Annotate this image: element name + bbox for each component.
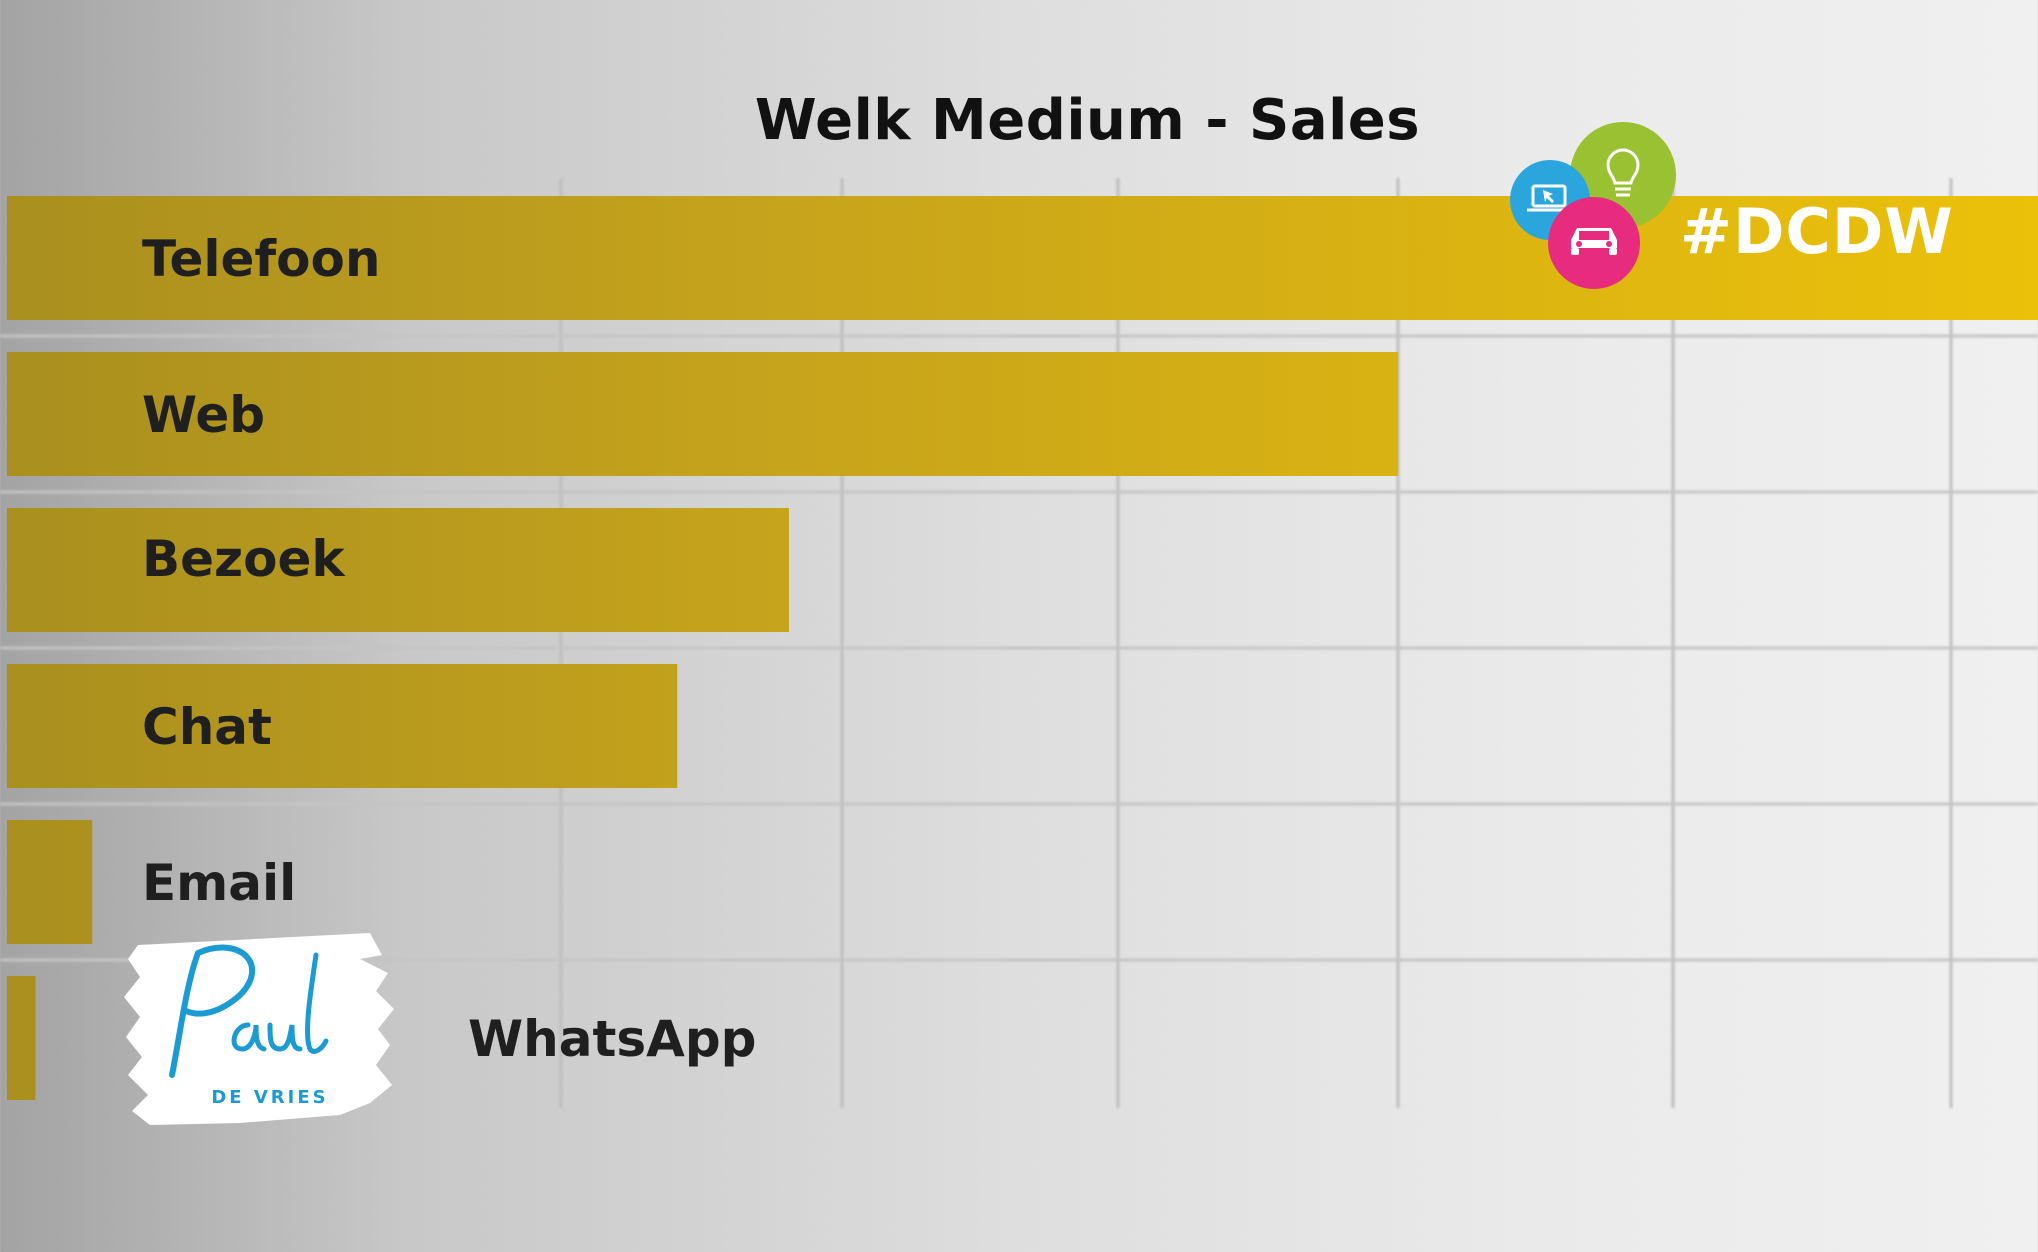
tick-label-telefoon: Telefoon <box>142 230 380 288</box>
tick-label-web: Web <box>142 386 265 444</box>
bar-series <box>7 196 2038 1100</box>
signature-logo: DE VRIES <box>124 933 394 1125</box>
chart-title: Welk Medium - Sales <box>754 88 1421 153</box>
tick-label-bezoek: Bezoek <box>142 530 346 588</box>
category-labels: Telefoon Web Bezoek Chat Email WhatsApp <box>142 230 756 1068</box>
signature-subtext: DE VRIES <box>211 1087 328 1108</box>
bar-web <box>7 352 1399 476</box>
dcdw-logo <box>1510 122 1676 289</box>
bar-chat <box>7 664 678 788</box>
bar-bezoek <box>7 508 789 632</box>
tick-label-email: Email <box>142 854 296 912</box>
hashtag-label: #DCDW <box>1680 195 1954 268</box>
bar-telefoon <box>7 196 2038 320</box>
tick-label-chat: Chat <box>142 698 272 756</box>
bar-email <box>7 820 93 944</box>
bar-whatsapp <box>7 976 36 1100</box>
car-icon <box>1548 197 1640 289</box>
tick-label-whatsapp: WhatsApp <box>468 1010 756 1068</box>
